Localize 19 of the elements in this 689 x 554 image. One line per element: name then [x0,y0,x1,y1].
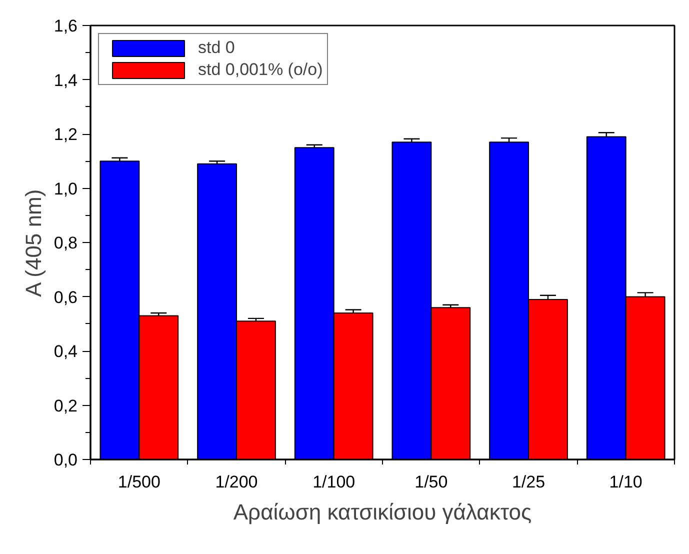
y-tick-label: 1,0 [54,179,78,198]
y-tick-label: 1,4 [54,70,78,90]
y-tick-label: 0,2 [54,396,78,416]
y-tick-label: 0,6 [54,288,78,307]
x-tick-label: 1/25 [512,472,546,492]
x-tick-label: 1/50 [414,472,448,492]
y-tick-label: 1,2 [54,125,78,144]
x-axis-title: Αραίωση κατσικίσιου γάλακτος [233,500,532,524]
x-tick-label: 1/10 [609,472,642,492]
legend-label: std 0 [198,38,235,58]
y-tick-label: 1,6 [54,16,78,36]
x-tick-label: 1/200 [215,472,258,492]
x-tick-label: 1/500 [118,472,160,492]
y-tick-label: 0,8 [54,234,78,252]
y-tick-label: 0,0 [54,450,78,470]
y-axis-title: A (405 nm) [20,189,46,297]
y-tick-label: 0,4 [54,342,78,361]
x-tick-label: 1/100 [312,472,356,492]
legend-label: std 0,001% (o/o) [198,60,323,80]
